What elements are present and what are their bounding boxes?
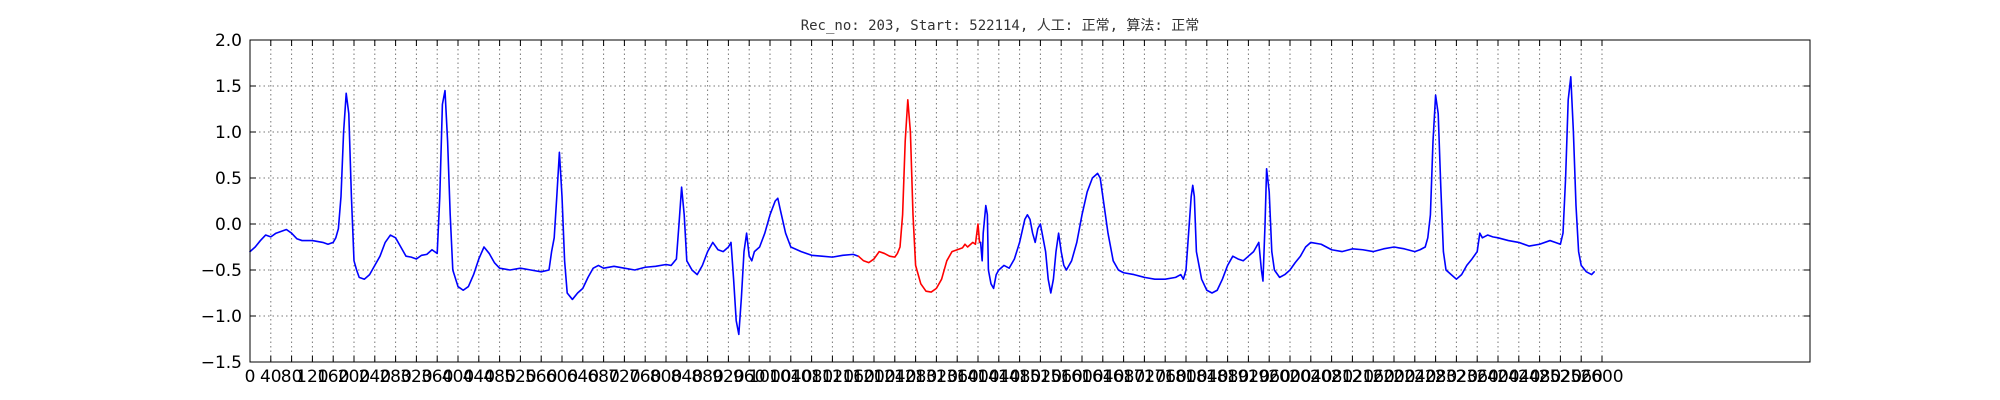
x-tick-label: 1360: [936, 367, 979, 387]
x-tick-label: 800: [650, 367, 682, 387]
x-tick-label: 520: [504, 367, 536, 387]
y-tick-label: 1.5: [215, 77, 242, 97]
x-tick-label: 1200: [852, 367, 895, 387]
x-tick-label: 1600: [1060, 367, 1103, 387]
x-tick-label: 1560: [1040, 367, 1083, 387]
x-tick-label: 2200: [1372, 367, 1415, 387]
x-tick-label: 280: [379, 367, 411, 387]
x-tick-label: 1720: [1123, 367, 1166, 387]
x-tick-label: 400: [442, 367, 474, 387]
x-tick-label: 1480: [998, 367, 1041, 387]
x-tick-label: 1880: [1206, 367, 1249, 387]
x-tick-label: 2520: [1539, 367, 1582, 387]
x-tick-label: 1320: [915, 367, 958, 387]
x-tick-label: 120: [296, 367, 328, 387]
ecg-series-line-1: [249, 89, 860, 336]
x-tick-label: 1520: [1019, 367, 1062, 387]
x-tick-label: 1400: [956, 367, 999, 387]
x-axis: 0 40 8012016020024028032036040044048052056…: [245, 40, 1624, 387]
x-tick-label: 1920: [1227, 367, 1270, 387]
x-tick-label: 440: [463, 367, 495, 387]
x-tick-label: 720: [608, 367, 640, 387]
x-tick-label: 560: [525, 367, 557, 387]
y-tick-label: 0.0: [215, 215, 242, 235]
x-tick-label: 360: [421, 367, 453, 387]
x-tick-label: 2560: [1560, 367, 1603, 387]
x-tick-label: 760: [629, 367, 661, 387]
x-tick-label: 2400: [1476, 367, 1519, 387]
x-tick-label: 600: [546, 367, 578, 387]
x-tick-label: 1040: [769, 367, 812, 387]
x-tick-label: 2240: [1393, 367, 1436, 387]
x-tick-label: 160: [317, 367, 349, 387]
x-tick-label: 680: [587, 367, 619, 387]
x-tick-label: 1440: [977, 367, 1020, 387]
x-tick-label: 840: [671, 367, 703, 387]
x-tick-label: 1120: [811, 367, 854, 387]
x-tick-label: 1080: [790, 367, 833, 387]
x-tick-label: 2280: [1414, 367, 1457, 387]
x-tick-label: 2120: [1331, 367, 1374, 387]
x-tick-label: 1800: [1164, 367, 1207, 387]
x-tick-label: 320: [400, 367, 432, 387]
x-tick-label: 1960: [1248, 367, 1291, 387]
x-tick-label: 2360: [1456, 367, 1499, 387]
ecg-series-line-3: [979, 76, 1595, 294]
x-tick-label: 2320: [1435, 367, 1478, 387]
x-tick-label: 40: [260, 367, 282, 387]
x-tick-label: 1280: [894, 367, 937, 387]
x-tick-label: 640: [567, 367, 599, 387]
y-tick-label: −1.0: [201, 307, 242, 327]
plot-area: [249, 39, 1811, 363]
x-tick-label: 880: [691, 367, 723, 387]
x-tick-label: 80: [281, 367, 303, 387]
x-tick-label: 240: [359, 367, 391, 387]
x-tick-label: 2040: [1289, 367, 1332, 387]
x-tick-label: 1160: [832, 367, 875, 387]
x-tick-label: 960: [733, 367, 765, 387]
y-tick-label: 1.0: [215, 123, 242, 143]
x-tick-label: 1680: [1102, 367, 1145, 387]
x-tick-label: 1840: [1185, 367, 1228, 387]
x-tick-label: 1240: [873, 367, 916, 387]
x-tick-label: 1760: [1144, 367, 1187, 387]
x-tick-label: 2480: [1518, 367, 1561, 387]
x-tick-label: 0: [245, 367, 256, 387]
chart-title: Rec_no: 203, Start: 522114, 人工: 正常, 算法: …: [800, 18, 1200, 34]
x-tick-label: 200: [338, 367, 370, 387]
x-tick-label: 2600: [1580, 367, 1623, 387]
x-tick-label: 480: [483, 367, 515, 387]
x-tick-label: 920: [712, 367, 744, 387]
y-tick-label: −1.5: [201, 353, 242, 373]
y-tick-label: −0.5: [201, 261, 242, 281]
grid-lines: [250, 40, 1810, 362]
x-tick-label: 2160: [1352, 367, 1395, 387]
x-tick-label: 1640: [1081, 367, 1124, 387]
y-tick-label: 0.5: [215, 169, 242, 189]
y-axis: −1.5 −1.0 −0.5 0.0 0.5 1.0 1.5 2.0: [201, 31, 1810, 373]
x-tick-label: 2000: [1268, 367, 1311, 387]
series-lines: [249, 76, 1595, 336]
x-tick-label: 2080: [1310, 367, 1353, 387]
x-tick-label: 2440: [1497, 367, 1540, 387]
x-tick-label: 1000: [748, 367, 791, 387]
y-tick-label: 2.0: [215, 31, 242, 51]
ecg-series-line-2: [857, 99, 982, 293]
